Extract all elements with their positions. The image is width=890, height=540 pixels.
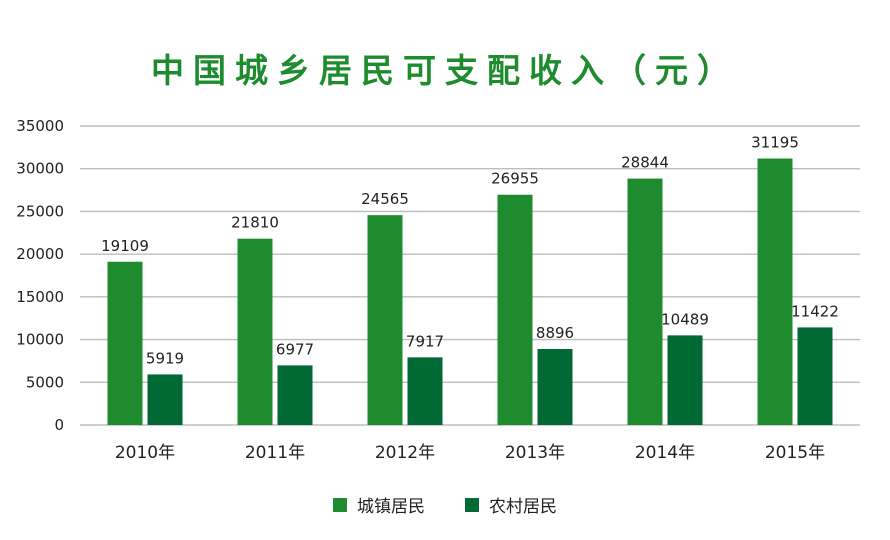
- x-tick-label-3: 2013年: [505, 443, 565, 463]
- y-tick-label-1: 5000: [26, 373, 64, 391]
- legend-label-1: 农村居民: [489, 497, 557, 517]
- plot-area: 0 5000 10000 15000 20000 25000 30000 35000 2010年…: [16, 117, 860, 463]
- data-label-0-2: 24565: [361, 190, 409, 208]
- legend-item-0: 城镇居民: [333, 492, 425, 517]
- y-tick-label-5: 25000: [16, 202, 64, 220]
- y-tick-label-3: 15000: [16, 288, 64, 306]
- x-tick-label-4: 2014年: [635, 443, 695, 463]
- bar-1-2: [407, 357, 443, 425]
- y-tick-label-7: 35000: [16, 117, 64, 135]
- bar-1-5: [797, 327, 833, 425]
- data-label-1-0: 5919: [146, 349, 184, 367]
- bar-0-4: [627, 178, 663, 425]
- data-label-1-4: 10489: [661, 310, 709, 328]
- bar-0-5: [757, 158, 793, 426]
- data-label-1-5: 11422: [791, 302, 839, 320]
- bar-0-2: [367, 215, 403, 425]
- data-label-0-5: 31195: [751, 134, 799, 152]
- y-tick-label-0: 0: [54, 416, 64, 434]
- data-label-1-3: 8896: [536, 324, 574, 342]
- legend: 城镇居民 农村居民: [0, 492, 890, 517]
- legend-swatch-1: [465, 497, 479, 512]
- x-tick-label-1: 2011年: [245, 443, 305, 463]
- bar-0-1: [237, 238, 273, 425]
- x-tick-label-5: 2015年: [765, 443, 825, 463]
- bar-1-4: [667, 335, 703, 425]
- y-tick-label-4: 20000: [16, 245, 64, 263]
- data-label-0-1: 21810: [231, 214, 279, 232]
- bar-1-0: [147, 374, 183, 425]
- legend-swatch-0: [333, 497, 347, 512]
- y-tick-label-6: 30000: [16, 160, 64, 178]
- data-label-0-0: 19109: [101, 237, 149, 255]
- data-label-0-4: 28844: [621, 154, 669, 172]
- x-tick-label-2: 2012年: [375, 443, 435, 463]
- data-label-0-3: 26955: [491, 170, 539, 188]
- chart-title: 中国城乡居民可支配收入（元）: [151, 51, 739, 90]
- data-label-1-2: 7917: [406, 332, 444, 350]
- bar-0-0: [107, 261, 143, 425]
- data-label-1-1: 6977: [276, 340, 314, 358]
- legend-item-1: 农村居民: [465, 492, 557, 517]
- x-tick-label-0: 2010年: [115, 443, 175, 463]
- bar-1-1: [277, 365, 313, 425]
- y-tick-label-2: 10000: [16, 331, 64, 349]
- bar-1-3: [537, 349, 573, 425]
- bar-0-3: [497, 194, 533, 425]
- legend-label-0: 城镇居民: [357, 497, 425, 517]
